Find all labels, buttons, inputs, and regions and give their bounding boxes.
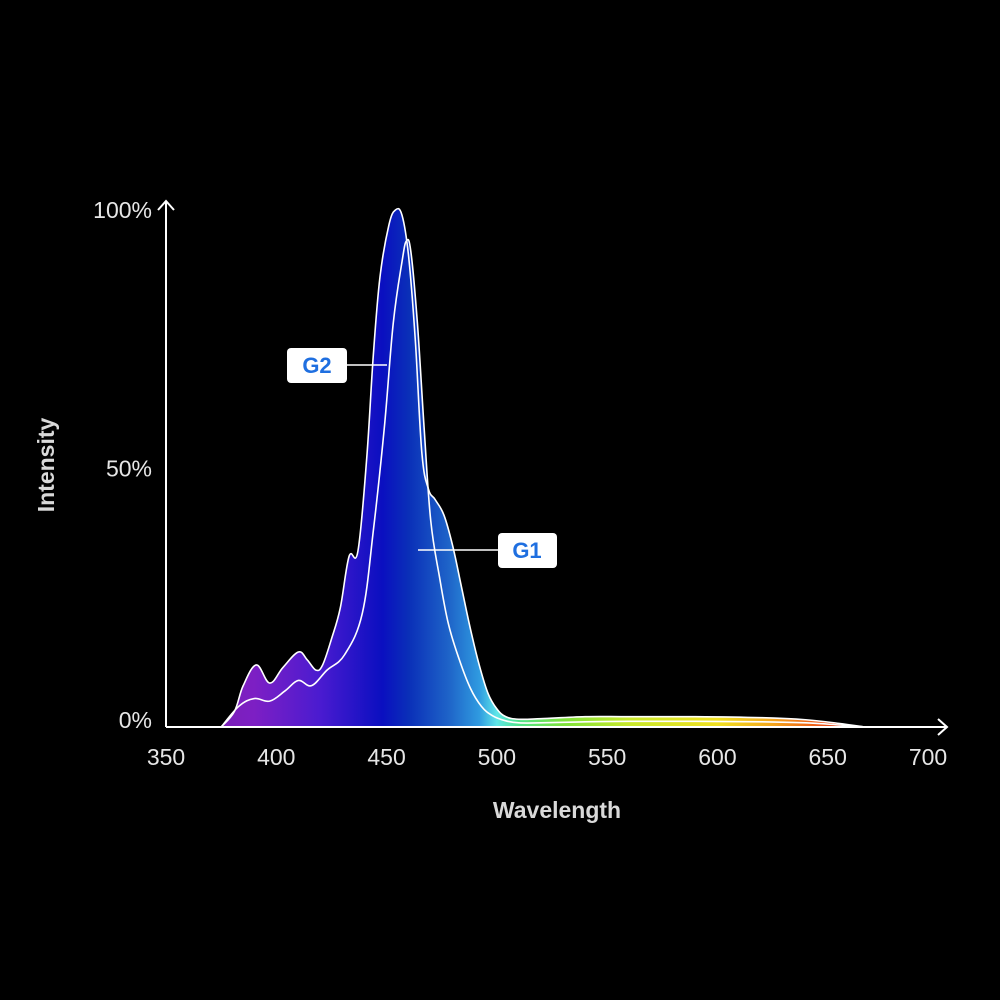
y-tick-label: 100% [93, 197, 152, 223]
x-tick-label: 450 [367, 744, 405, 770]
g1-callout: G1 [418, 533, 557, 568]
axes [157, 199, 949, 736]
x-axis-arrow [937, 718, 949, 736]
g1-callout-label: G1 [512, 538, 541, 563]
y-tick-label: 50% [106, 456, 152, 482]
y-axis-arrow [157, 199, 175, 211]
g2-area [221, 208, 866, 727]
x-tick-label: 500 [478, 744, 516, 770]
plot-area [220, 207, 866, 728]
x-tick-label: 350 [147, 744, 185, 770]
g2-line [220, 207, 866, 728]
x-axis-title: Wavelength [493, 797, 621, 823]
y-tick-label: 0% [119, 707, 152, 733]
x-tick-labels: 350 400 450 500 550 600 650 700 [147, 744, 947, 770]
x-tick-label: 400 [257, 744, 295, 770]
y-axis-title: Intensity [33, 418, 59, 513]
g2-callout-label: G2 [302, 353, 331, 378]
g2-callout: G2 [287, 348, 387, 383]
x-tick-label: 550 [588, 744, 626, 770]
y-tick-labels: 0% 50% 100% [93, 197, 152, 733]
g2-callout-box [287, 348, 347, 383]
g1-area [221, 239, 866, 728]
g1-callout-box [498, 533, 557, 568]
x-tick-label: 600 [698, 744, 736, 770]
x-tick-label: 650 [809, 744, 847, 770]
x-tick-label: 700 [909, 744, 947, 770]
g1-line [220, 238, 866, 728]
